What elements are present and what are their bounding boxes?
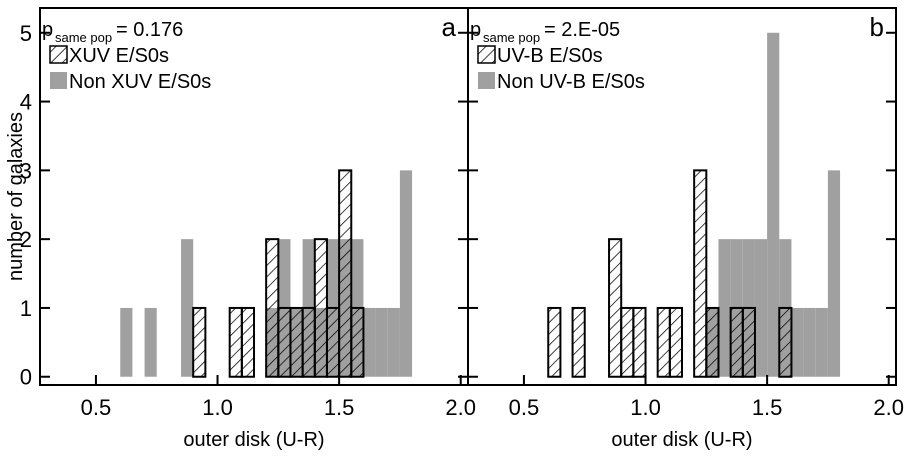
bar <box>325 306 341 378</box>
x-tick-label: 2.0 <box>445 395 476 420</box>
legend-swatch <box>478 72 495 89</box>
y-tick-label: 0 <box>20 365 32 390</box>
bar <box>399 170 413 377</box>
p-subscript: same pop <box>55 30 112 45</box>
bar <box>120 307 133 377</box>
y-axis-label: number of galaxies <box>5 112 27 281</box>
bar <box>827 170 841 377</box>
bar <box>668 306 683 378</box>
bar <box>277 306 292 378</box>
bar <box>144 307 157 377</box>
bar <box>778 306 793 378</box>
legend-swatch <box>49 45 68 64</box>
bar <box>632 306 647 378</box>
bar <box>705 306 720 378</box>
bar <box>718 239 731 377</box>
legend-label: XUV E/S0s <box>69 45 169 67</box>
legend-label: UV-B E/S0s <box>497 45 603 67</box>
bar <box>375 307 388 377</box>
p-symbol: p <box>470 19 481 41</box>
x-axis-label: outer disk (U-R) <box>611 429 752 451</box>
panel-label: a <box>442 12 457 42</box>
bar <box>741 306 756 378</box>
bar <box>693 169 708 378</box>
x-tick-label: 0.5 <box>509 395 540 420</box>
y-tick-label: 2 <box>20 227 32 252</box>
bar <box>791 307 804 377</box>
bar <box>815 307 828 377</box>
legend-label: Non XUV E/S0s <box>69 71 211 93</box>
x-tick-label: 1.0 <box>630 395 661 420</box>
bar <box>571 306 586 378</box>
bar <box>313 238 328 378</box>
p-symbol: p <box>42 19 53 41</box>
p-value: = 0.176 <box>116 19 183 41</box>
legend-label: Non UV-B E/S0s <box>497 71 645 93</box>
bar <box>620 306 635 378</box>
bar <box>387 307 400 377</box>
x-tick-label: 1.0 <box>202 395 233 420</box>
bar <box>754 239 768 377</box>
y-tick-label: 3 <box>20 158 32 183</box>
bar <box>228 306 243 378</box>
panel-label: b <box>870 12 884 42</box>
bar <box>363 307 376 377</box>
bar <box>767 32 780 377</box>
p-subscript: same pop <box>483 30 540 45</box>
bar <box>192 306 207 378</box>
bar <box>338 169 353 378</box>
y-tick-label: 5 <box>20 21 32 46</box>
x-axis-label: outer disk (U-R) <box>183 429 324 451</box>
p-value: = 2.E-05 <box>544 19 620 41</box>
plot-frame <box>467 7 897 386</box>
y-tick-label: 1 <box>20 296 32 321</box>
x-tick-label: 0.5 <box>81 395 112 420</box>
x-tick-label: 1.5 <box>324 395 355 420</box>
bar <box>289 306 304 378</box>
bar <box>181 239 194 377</box>
bar <box>803 307 816 377</box>
bar <box>240 306 256 378</box>
bar <box>301 306 316 378</box>
x-tick-label: 1.5 <box>752 395 783 420</box>
legend-swatch <box>50 72 67 89</box>
bar <box>656 306 671 378</box>
bar <box>265 238 280 378</box>
bar <box>547 306 562 378</box>
y-tick-label: 4 <box>20 90 32 115</box>
bar <box>729 306 744 378</box>
bar <box>608 238 623 378</box>
bar <box>350 306 365 378</box>
x-tick-label: 2.0 <box>873 395 904 420</box>
legend-swatch <box>477 45 496 64</box>
